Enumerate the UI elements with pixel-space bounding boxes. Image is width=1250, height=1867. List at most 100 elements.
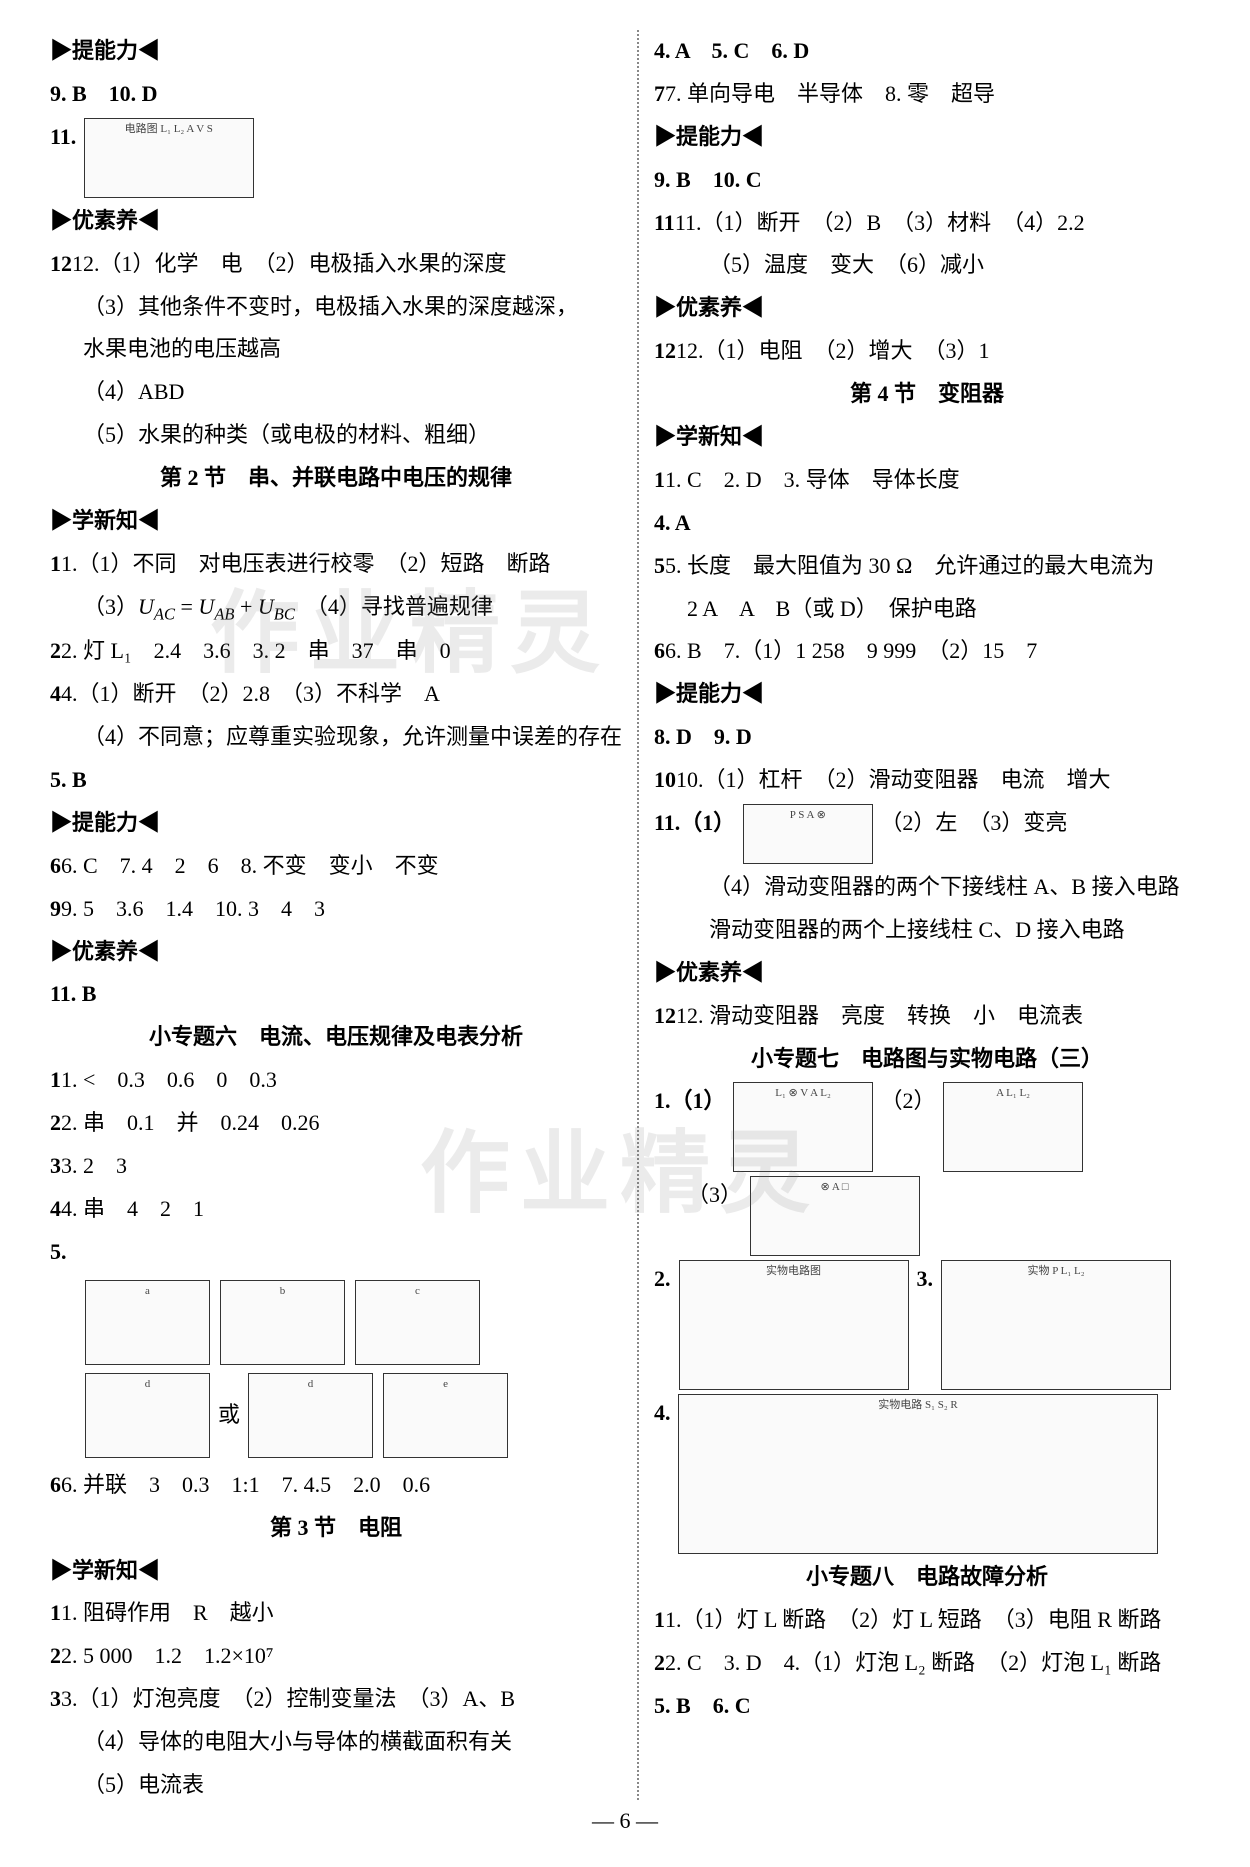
answer-line: 5. xyxy=(50,1231,622,1274)
text: （3） xyxy=(83,594,138,619)
heading-tineng: ▶提能力◀ xyxy=(50,802,622,845)
answer-line: 33.（1）灯泡亮度 （2）控制变量法 （3）A、B xyxy=(50,1678,622,1721)
answer-line: 1010.（1）杠杆 （2）滑动变阻器 电流 增大 xyxy=(654,759,1200,802)
answer-line: 22. 5 000 1.2 1.2×10⁷ xyxy=(50,1635,622,1678)
answer-line: 1212.（1）化学 电 （2）电极插入水果的深度 xyxy=(50,243,622,286)
circuit-diagram-c: c xyxy=(355,1280,480,1365)
answer-line: （3）其他条件不变时，电极插入水果的深度越深， xyxy=(50,286,622,329)
answer-line: 9. B 10. C xyxy=(654,159,1200,202)
answer-line: 11. C 2. D 3. 导体 导体长度 xyxy=(654,459,1200,502)
text: 2. 串 0.1 并 0.24 0.26 xyxy=(61,1110,320,1135)
circuit-diagram: P S A ⊗ xyxy=(743,804,873,864)
answer-line: 11. 电路图 L₁ L₂ A V S xyxy=(50,116,622,200)
diagram-row: d 或 d e xyxy=(50,1371,622,1460)
answer-line: 8. D 9. D xyxy=(654,716,1200,759)
right-column: 4. A 5. C 6. D 77. 单向导电 半导体 8. 零 超导 ▶提能力… xyxy=(639,30,1215,1800)
text: 3. 2 3 xyxy=(61,1153,127,1178)
answer-line: 水果电池的电压越高 xyxy=(50,328,622,371)
circuit-diagram-a: a xyxy=(85,1280,210,1365)
answer-line: 4. 实物电路 S₁ S₂ R xyxy=(654,1392,1200,1556)
section-title: 第 2 节 串、并联电路中电压的规律 xyxy=(50,457,622,500)
answer-line: 2 A A B（或 D） 保护电路 xyxy=(654,588,1200,631)
answer-line: 66. B 7.（1）1 258 9 999 （2）15 7 xyxy=(654,630,1200,673)
text: 2. 5 000 1.2 1.2×10⁷ xyxy=(61,1643,274,1668)
answer-line: （5）水果的种类（或电极的材料、粗细） xyxy=(50,414,622,457)
text: （2） xyxy=(881,1088,936,1113)
heading-yousuyang: ▶优素养◀ xyxy=(50,931,622,974)
circuit-diagram: ⊗ A □ xyxy=(750,1176,920,1256)
text: 2. C 3. D 4.（1）灯泡 L₂ 断路 （2）灯泡 L₁ 断路 xyxy=(665,1650,1161,1675)
item-number: 11.（1） xyxy=(654,810,735,835)
answer-line: 77. 单向导电 半导体 8. 零 超导 xyxy=(654,73,1200,116)
circuit-diagram: L₁ ⊗ V A L₂ xyxy=(733,1082,873,1172)
heading-yousuyang: ▶优素养◀ xyxy=(50,200,622,243)
topic-title: 小专题八 电路故障分析 xyxy=(654,1556,1200,1599)
answer-line: 2. 实物电路图 3. 实物 P L₁ L₂ xyxy=(654,1258,1200,1392)
physical-circuit-diagram: 实物电路 S₁ S₂ R xyxy=(678,1394,1158,1554)
or-text: 或 xyxy=(218,1394,240,1437)
circuit-diagram-e: e xyxy=(383,1373,508,1458)
circuit-diagram: 电路图 L₁ L₂ A V S xyxy=(84,118,254,198)
answer-line: 5. B 6. C xyxy=(654,1685,1200,1728)
circuit-diagram: A L₁ L₂ xyxy=(943,1082,1083,1172)
answer-line: 33. 2 3 xyxy=(50,1145,622,1188)
answer-line: 22. C 3. D 4.（1）灯泡 L₂ 断路 （2）灯泡 L₁ 断路 xyxy=(654,1642,1200,1685)
item-number: 1.（1） xyxy=(654,1088,726,1113)
text: 4.（1）断开 （2）2.8 （3）不科学 A xyxy=(61,681,440,706)
topic-title: 小专题六 电流、电压规律及电表分析 xyxy=(50,1016,622,1059)
text: 11.（1）断开 （2）B （3）材料 （4）2.2 xyxy=(675,210,1085,235)
text: 12.（1）化学 电 （2）电极插入水果的深度 xyxy=(72,251,507,276)
text: 4. 串 4 2 1 xyxy=(61,1196,204,1221)
circuit-diagram-b: b xyxy=(220,1280,345,1365)
answer-line: 44.（1）断开 （2）2.8 （3）不科学 A xyxy=(50,673,622,716)
text: 12.（1）电阻 （2）增大 （3）1 xyxy=(676,338,990,363)
heading-yousuyang: ▶优素养◀ xyxy=(654,952,1200,995)
text: 1. 阻碍作用 R 越小 xyxy=(61,1600,274,1625)
answer-line: （3） ⊗ A □ xyxy=(654,1174,1200,1258)
answer-line: 22. 灯 L₁ 2.4 3.6 3. 2 串 37 串 0 xyxy=(50,630,622,673)
answer-line: （5）电流表 xyxy=(50,1764,622,1807)
answer-line: （3）UAC = UAB + UBC （4）寻找普遍规律 xyxy=(50,586,622,631)
answer-line: 11. 阻碍作用 R 越小 xyxy=(50,1592,622,1635)
answer-line: 4. A xyxy=(654,502,1200,545)
text: 1.（1）不同 对电压表进行校零 （2）短路 断路 xyxy=(61,551,551,576)
heading-tineng: ▶提能力◀ xyxy=(50,30,622,73)
text: 6. C 7. 4 2 6 8. 不变 变小 不变 xyxy=(61,853,439,878)
answer-line: 11.（1）不同 对电压表进行校零 （2）短路 断路 xyxy=(50,543,622,586)
heading-xuexinzhi: ▶学新知◀ xyxy=(50,1550,622,1593)
answer-line: 1111.（1）断开 （2）B （3）材料 （4）2.2 xyxy=(654,202,1200,245)
heading-xuexinzhi: ▶学新知◀ xyxy=(654,416,1200,459)
physical-circuit-diagram: 实物 P L₁ L₂ xyxy=(941,1260,1171,1390)
answer-line: 1212. 滑动变阻器 亮度 转换 小 电流表 xyxy=(654,995,1200,1038)
physical-circuit-diagram: 实物电路图 xyxy=(679,1260,909,1390)
text: 12. 滑动变阻器 亮度 转换 小 电流表 xyxy=(676,1003,1083,1028)
text: 6. 并联 3 0.3 1:1 7. 4.5 2.0 0.6 xyxy=(61,1472,430,1497)
heading-xuexinzhi: ▶学新知◀ xyxy=(50,500,622,543)
answer-line: （4）不同意；应尊重实验现象，允许测量中误差的存在 xyxy=(50,716,622,759)
section-title: 第 4 节 变阻器 xyxy=(654,373,1200,416)
two-column-layout: ▶提能力◀ 9. B 10. D 11. 电路图 L₁ L₂ A V S ▶优素… xyxy=(35,30,1215,1800)
answer-line: 1212.（1）电阻 （2）增大 （3）1 xyxy=(654,330,1200,373)
diagram-row: a b c xyxy=(50,1278,622,1367)
left-column: ▶提能力◀ 9. B 10. D 11. 电路图 L₁ L₂ A V S ▶优素… xyxy=(35,30,637,1800)
answer-line: （4）滑动变阻器的两个下接线柱 A、B 接入电路 xyxy=(654,866,1200,909)
answer-line: 66. C 7. 4 2 6 8. 不变 变小 不变 xyxy=(50,845,622,888)
text: （4）寻找普遍规律 xyxy=(295,594,493,619)
text: 7. 单向导电 半导体 8. 零 超导 xyxy=(665,81,995,106)
text: 2. 灯 L₁ 2.4 3.6 3. 2 串 37 串 0 xyxy=(61,638,451,663)
answer-line: 5. B xyxy=(50,759,622,802)
section-title: 第 3 节 电阻 xyxy=(50,1507,622,1550)
answer-line: 11.（1） P S A ⊗ （2）左 （3）变亮 xyxy=(654,802,1200,866)
answer-line: 11. < 0.3 0.6 0 0.3 xyxy=(50,1059,622,1102)
answer-line: 99. 5 3.6 1.4 10. 3 4 3 xyxy=(50,888,622,931)
topic-title: 小专题七 电路图与实物电路（三） xyxy=(654,1038,1200,1081)
answer-line: （4）ABD xyxy=(50,371,622,414)
text: 6. B 7.（1）1 258 9 999 （2）15 7 xyxy=(665,638,1037,663)
answer-line: 22. 串 0.1 并 0.24 0.26 xyxy=(50,1102,622,1145)
answer-line: （5）温度 变大 （6）减小 xyxy=(654,244,1200,287)
text: （3） xyxy=(687,1182,742,1207)
text: 1.（1）灯 L 断路 （2）灯 L 短路 （3）电阻 R 断路 xyxy=(665,1607,1161,1632)
answer-line: 1.（1） L₁ ⊗ V A L₂ （2） A L₁ L₂ xyxy=(654,1080,1200,1174)
answer-line: 9. B 10. D xyxy=(50,73,622,116)
answer-line: 滑动变阻器的两个上接线柱 C、D 接入电路 xyxy=(654,909,1200,952)
